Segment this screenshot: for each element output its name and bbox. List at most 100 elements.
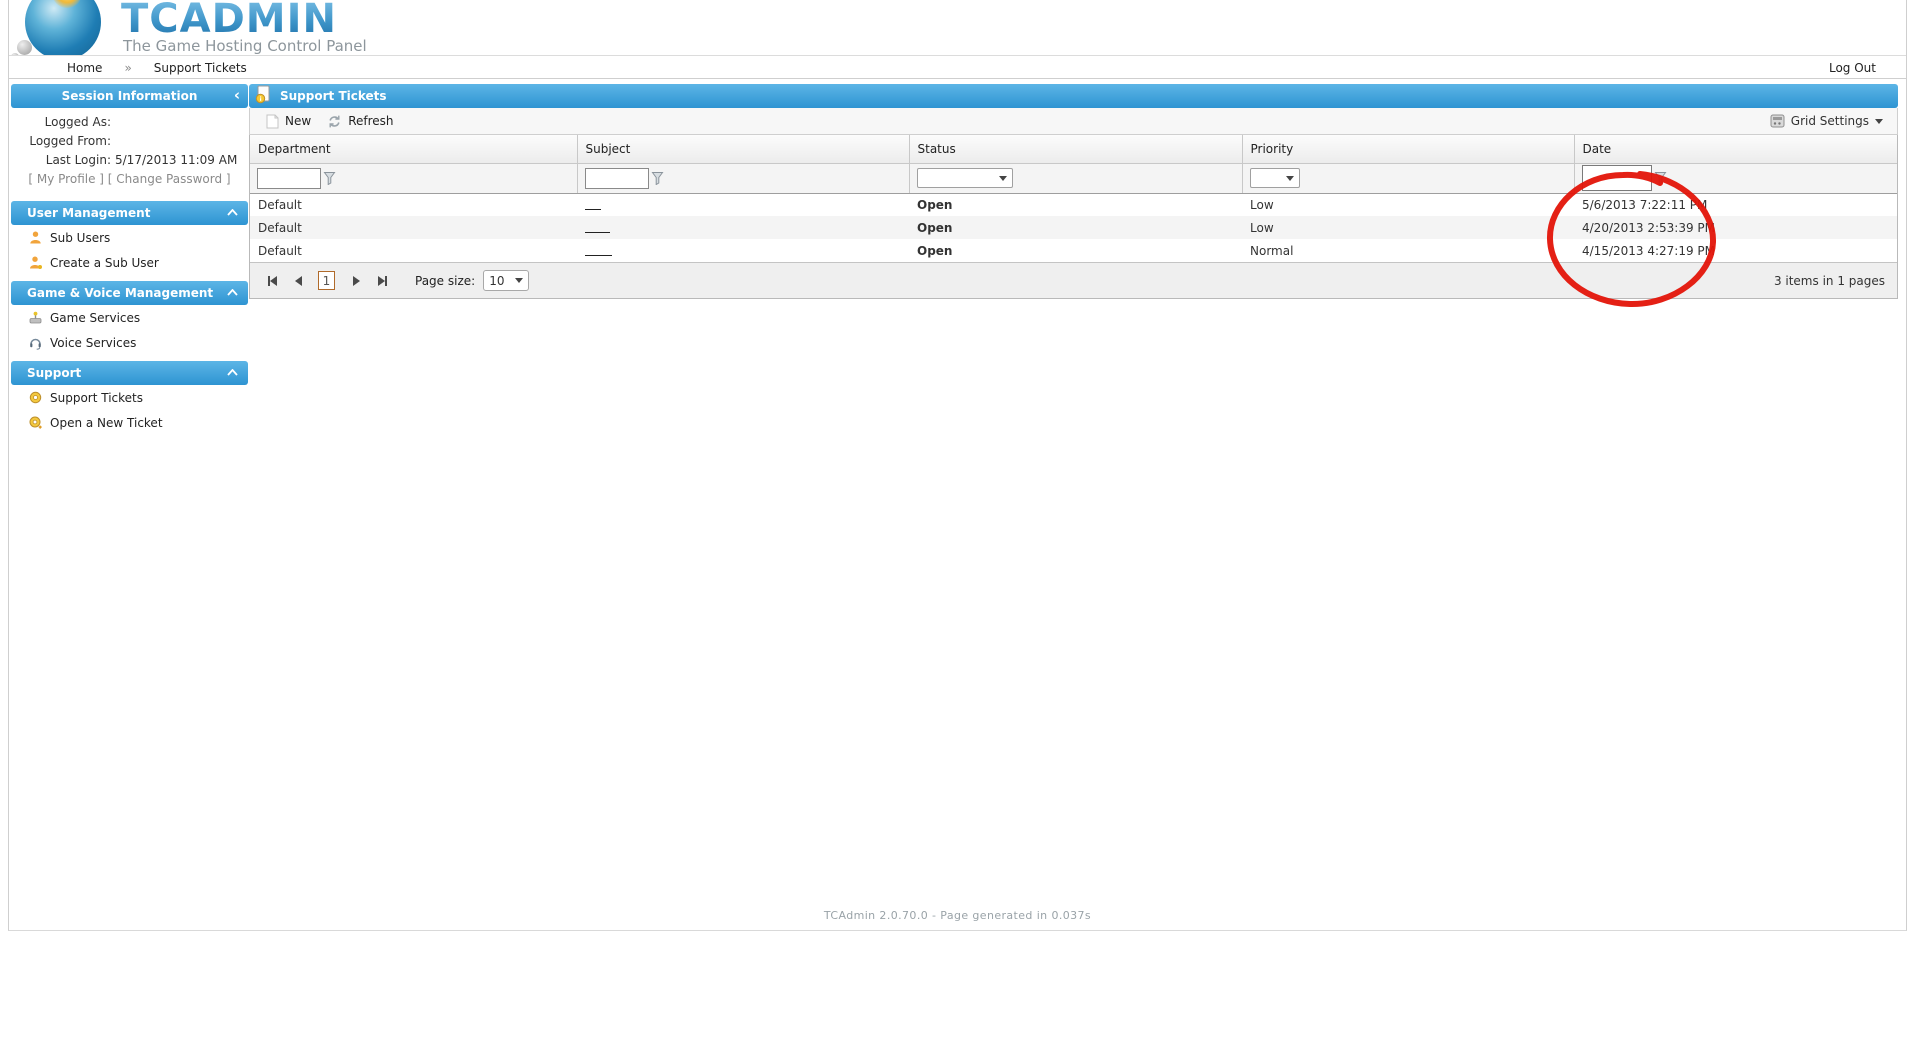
subject-link[interactable] [585, 243, 612, 256]
my-profile-link[interactable]: [ My Profile ] [28, 172, 104, 186]
logo-header: TCADMIN The Game Hosting Control Panel [9, 0, 1906, 56]
status-cell: Open [917, 197, 953, 212]
footer-version-text: TCAdmin 2.0.70.0 - Page generated in 0.0… [823, 909, 1092, 922]
chevron-up-icon [227, 209, 238, 216]
funnel-icon[interactable] [323, 171, 336, 185]
sidebar-section-support[interactable]: Support [11, 361, 248, 385]
new-button[interactable]: New [266, 114, 311, 129]
session-information-header: Session Information ‹ [11, 84, 248, 108]
refresh-button-label: Refresh [348, 114, 394, 128]
department-cell: Default [258, 243, 302, 258]
logo-title: TCADMIN [121, 0, 337, 42]
chevron-up-icon [227, 289, 238, 296]
headset-icon [28, 335, 43, 350]
refresh-icon [329, 115, 340, 127]
sidebar-item-label: Sub Users [50, 230, 111, 245]
sidebar-item-label: Create a Sub User [50, 255, 159, 270]
section-header-label: User Management [27, 206, 151, 220]
sidebar-item-open-new-ticket[interactable]: Open a New Ticket [11, 410, 248, 435]
previous-page-button[interactable] [295, 275, 302, 286]
app-window: TCADMIN The Game Hosting Control Panel H… [8, 0, 1907, 931]
logged-as-value [111, 113, 115, 132]
sidebar-item-voice-services[interactable]: Voice Services [11, 330, 248, 355]
priority-filter-select[interactable] [1249, 168, 1300, 188]
sidebar-item-sub-users[interactable]: Sub Users [11, 225, 248, 250]
sidebar-item-label: Support Tickets [50, 390, 144, 405]
page-size-value: 10 [489, 273, 505, 288]
logo-bubble-icon [11, 53, 19, 55]
pager: 1 Page size: 10 3 items in 1 pages [250, 262, 1897, 298]
first-page-button[interactable] [268, 275, 277, 286]
date-cell: 4/20/2013 2:53:39 PM [1574, 216, 1897, 239]
sidebar-section-game-voice-management[interactable]: Game & Voice Management [11, 281, 248, 305]
subject-link[interactable] [585, 220, 610, 233]
logo-bubble-icon [17, 40, 32, 55]
column-header-department[interactable]: Department [250, 135, 578, 164]
grid-settings-button[interactable]: Grid Settings [1770, 114, 1883, 128]
user-icon [28, 230, 43, 245]
items-summary: 3 items in 1 pages [1773, 273, 1885, 288]
sidebar-item-create-sub-user[interactable]: Create a Sub User [11, 250, 248, 275]
subject-link[interactable] [585, 197, 601, 210]
new-button-label: New [285, 114, 312, 128]
current-page-button[interactable]: 1 [318, 271, 335, 290]
last-page-button[interactable] [378, 275, 387, 286]
priority-cell: Normal [1250, 243, 1294, 258]
ticket-row[interactable]: Default Open Normal 4/15/2013 4:27:19 PM [250, 239, 1897, 262]
status-filter-select[interactable] [916, 168, 1013, 188]
page-size-select[interactable]: 10 [483, 270, 530, 291]
ticket-page-icon [254, 85, 272, 107]
date-filter-input[interactable] [1581, 165, 1652, 191]
sidebar-item-game-services[interactable]: Game Services [11, 305, 248, 330]
section-header-label: Support [27, 366, 82, 380]
session-field: Last Login: 5/17/2013 11:09 AM [11, 151, 248, 170]
breadcrumb: Home » Support Tickets [9, 61, 247, 75]
tcadmin-globe-logo-icon [25, 0, 101, 55]
breadcrumb-separator: » [124, 60, 132, 75]
grid-filter-row [250, 163, 1897, 194]
ticket-row[interactable]: Default Open Low 5/6/2013 7:22:11 PM [250, 193, 1897, 216]
page-size-label: Page size: [415, 273, 476, 288]
chevron-up-icon [227, 369, 238, 376]
chevron-down-icon [515, 278, 524, 283]
ticket-row[interactable]: Default Open Low 4/20/2013 2:53:39 PM [250, 216, 1897, 239]
user-add-icon [28, 255, 43, 270]
logged-from-value [111, 132, 115, 151]
next-page-button[interactable] [353, 275, 360, 286]
status-cell: Open [909, 216, 1242, 239]
chevron-down-icon [998, 175, 1007, 181]
main-panel: Support Tickets New Refresh Grid Setting… [249, 84, 1898, 299]
chevron-down-icon [1285, 175, 1294, 181]
logo-tagline: The Game Hosting Control Panel [123, 37, 367, 55]
column-header-subject[interactable]: Subject [577, 135, 910, 164]
change-password-link[interactable]: [ Change Password ] [107, 172, 231, 186]
date-cell: 4/15/2013 4:27:19 PM [1582, 243, 1716, 258]
breadcrumb-home-link[interactable]: Home [67, 60, 103, 75]
sidebar-section-user-management[interactable]: User Management [11, 201, 248, 225]
refresh-button[interactable]: Refresh [327, 114, 394, 129]
panel-header: Support Tickets [249, 84, 1898, 108]
date-cell: 5/6/2013 7:22:11 PM [1582, 197, 1708, 212]
breadcrumb-bar: Home » Support Tickets Log Out [9, 57, 1906, 79]
sidebar-item-label: Open a New Ticket [50, 415, 163, 430]
session-links: [ My Profile ] [ Change Password ] [11, 170, 248, 189]
column-header-date[interactable]: Date [1574, 135, 1897, 164]
section-header-label: Game & Voice Management [27, 286, 214, 300]
subject-filter-input[interactable] [584, 167, 649, 189]
department-filter-input[interactable] [257, 167, 321, 189]
logout-link[interactable]: Log Out [1828, 60, 1876, 75]
column-header-priority[interactable]: Priority [1242, 135, 1575, 164]
session-info-block: Logged As: Logged From: Last Login: 5/17… [11, 108, 248, 195]
priority-cell: Low [1242, 216, 1574, 239]
grid-settings-icon [1770, 114, 1785, 128]
funnel-icon[interactable] [1654, 171, 1667, 185]
sidebar-collapse-icon[interactable]: ‹ [233, 86, 240, 104]
sidebar: Session Information ‹ Logged As: Logged … [11, 84, 248, 435]
grid-header-row: Department Subject Status Priority Date [250, 135, 1897, 164]
department-cell: Default [250, 216, 577, 239]
funnel-icon[interactable] [651, 171, 664, 185]
lifebuoy-add-icon [28, 415, 43, 430]
column-header-status[interactable]: Status [909, 135, 1243, 164]
sidebar-item-support-tickets[interactable]: Support Tickets [11, 385, 248, 410]
gamepad-icon [28, 310, 43, 325]
